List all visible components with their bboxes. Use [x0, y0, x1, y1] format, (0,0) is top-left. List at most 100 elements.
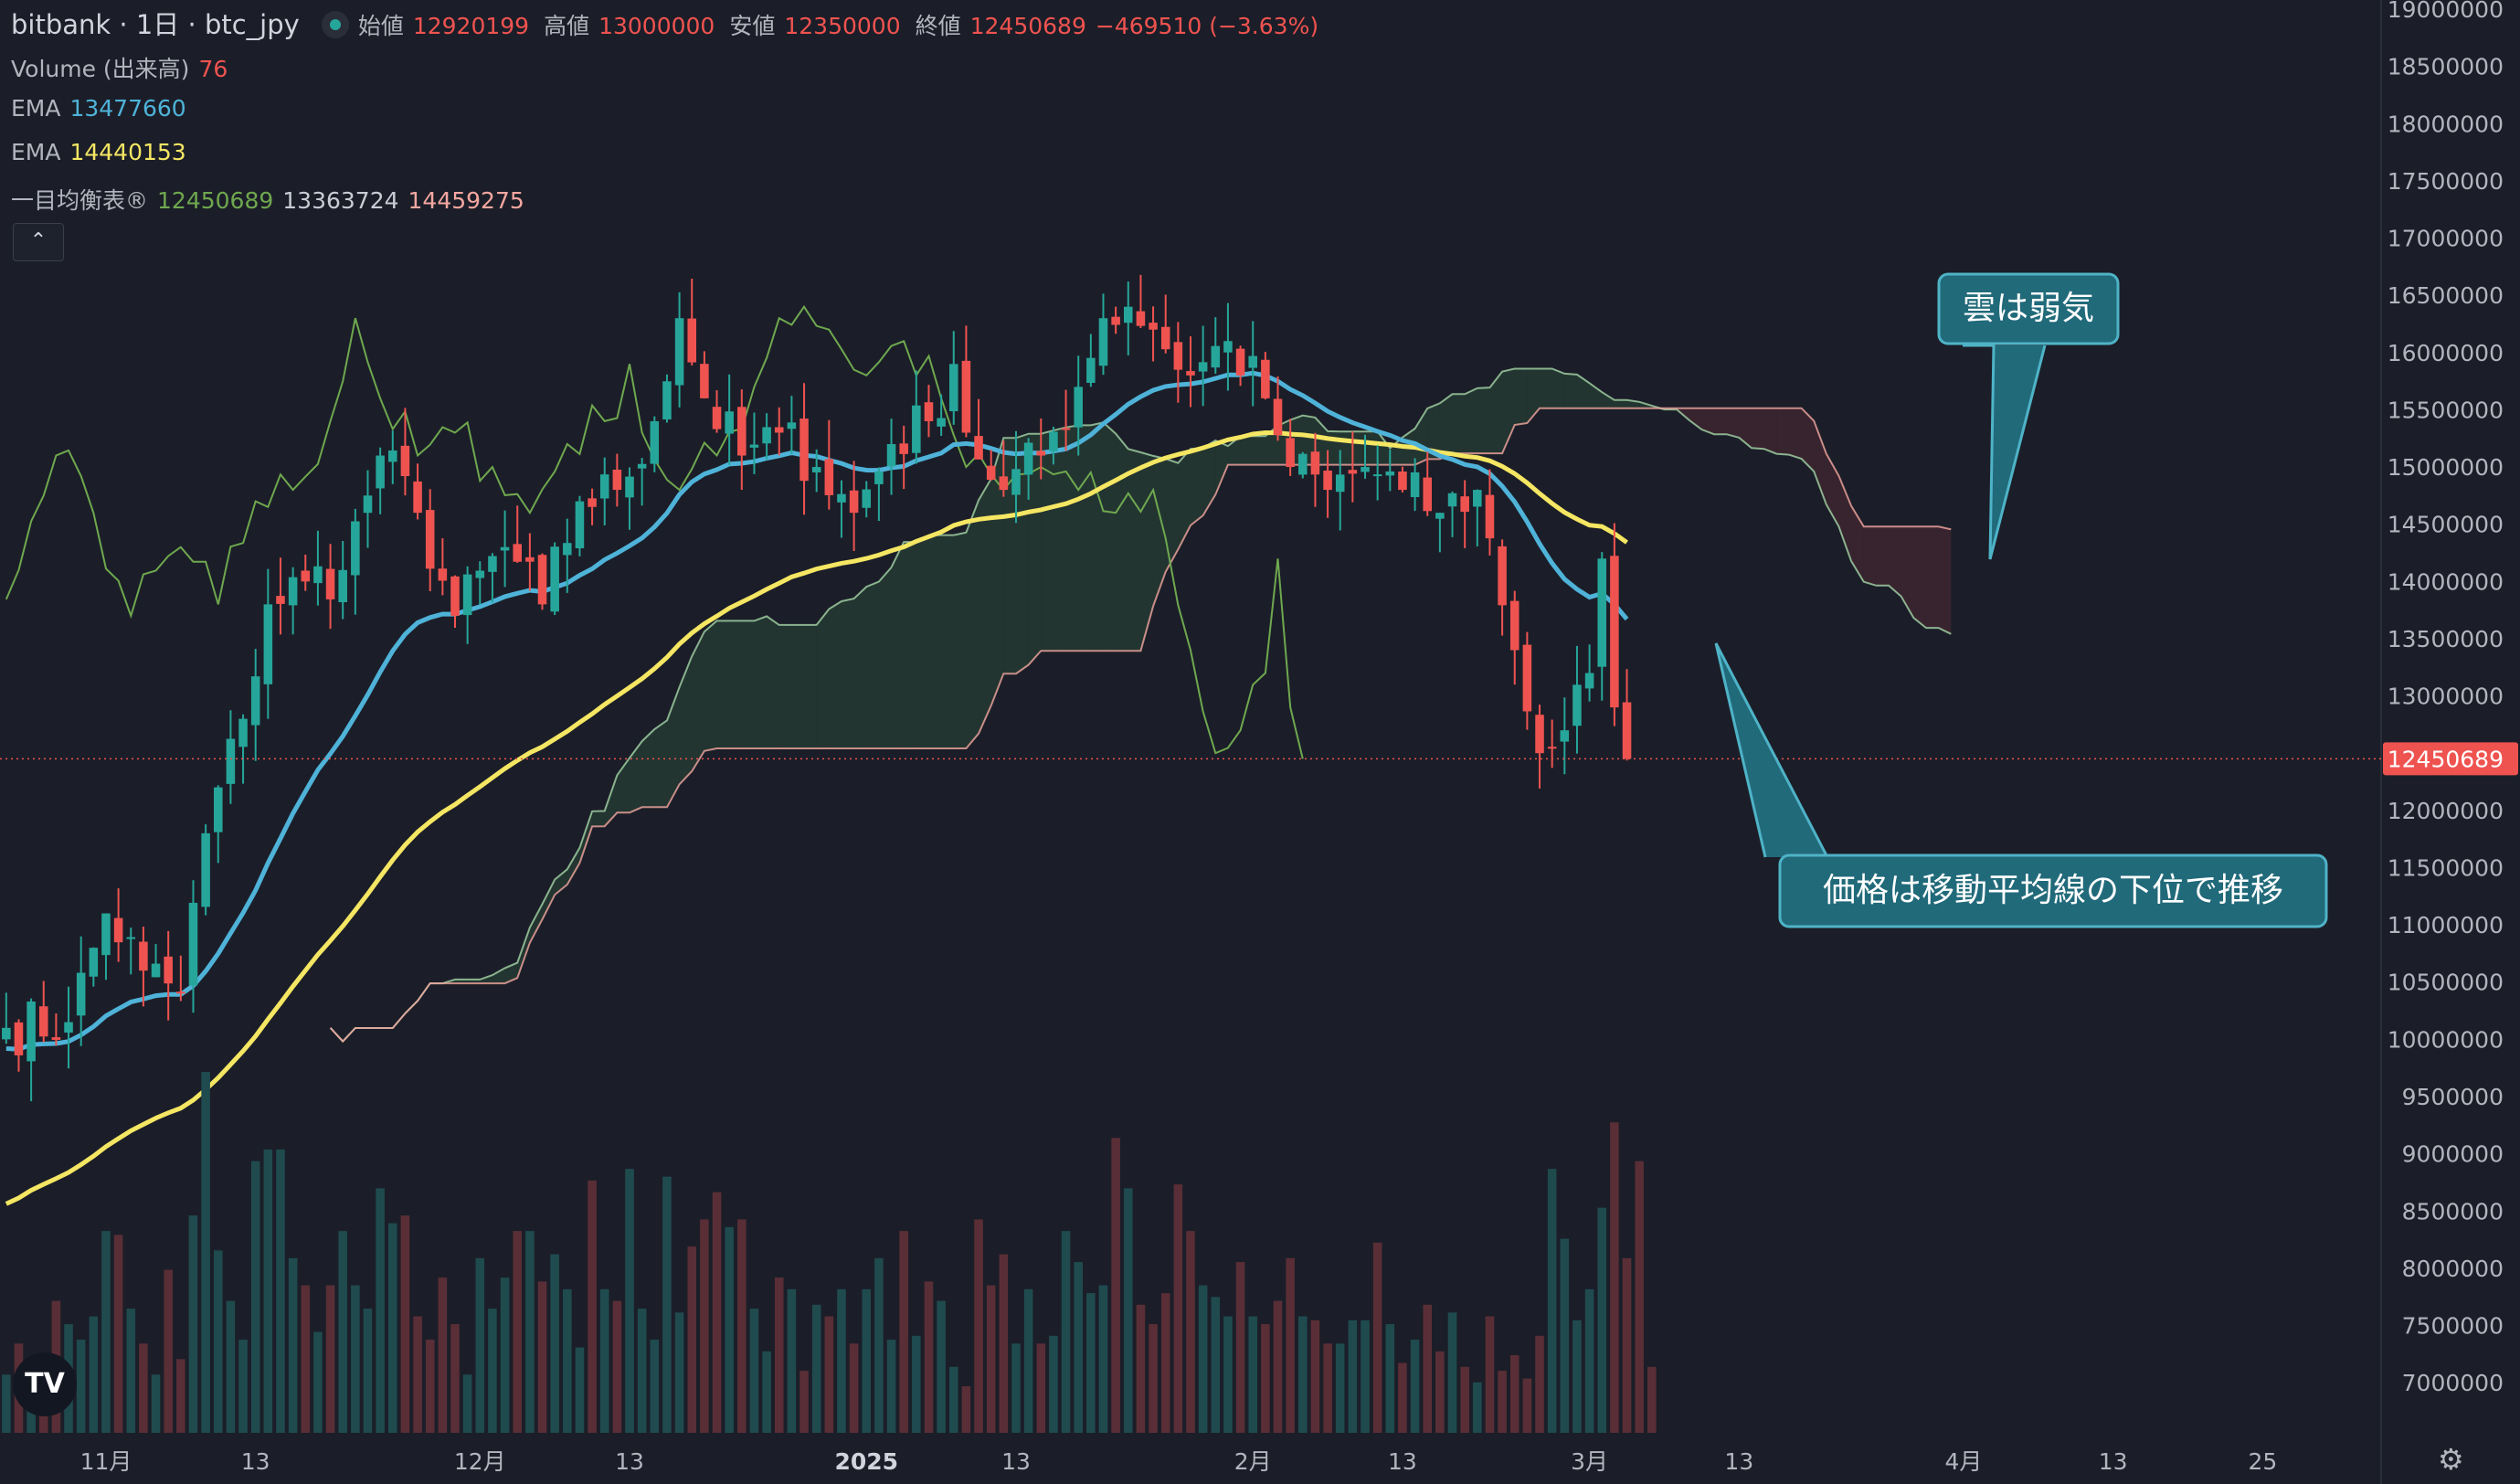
cloud-segment	[1938, 526, 1952, 634]
candle-body	[599, 474, 609, 499]
candle-body	[837, 493, 846, 503]
ichimoku-value-3: 14459275	[408, 187, 524, 214]
last-price-label: 12450689	[2388, 746, 2504, 772]
cloud-segment	[841, 599, 854, 748]
candle-body	[276, 596, 285, 604]
volume-legend[interactable]: Volume (出来高) 76	[11, 51, 237, 84]
volume-bar	[188, 1215, 198, 1433]
volume-bar	[1372, 1242, 1382, 1433]
volume-bar	[338, 1231, 347, 1433]
volume-value: 76	[198, 56, 228, 82]
candle-body	[1136, 311, 1146, 326]
cloud-segment	[928, 535, 942, 748]
volume-bar	[1509, 1355, 1519, 1433]
ichimoku-legend[interactable]: 一目均衡表® 12450689 13363724 14459275	[11, 183, 534, 216]
candle-body	[1098, 318, 1108, 366]
tradingview-logo-icon[interactable]: TV	[13, 1352, 77, 1416]
candle-body	[400, 445, 410, 477]
volume-bar	[1023, 1288, 1033, 1433]
ema1-value: 13477660	[69, 95, 186, 122]
candle-body	[513, 544, 523, 562]
x-tick-label: 13	[1001, 1448, 1031, 1475]
cloud-segment	[1140, 452, 1154, 652]
volume-bar	[1547, 1169, 1557, 1433]
ema2-legend[interactable]: EMA 14440153	[11, 139, 196, 165]
candle-body	[1011, 469, 1021, 495]
settings-gear-icon[interactable]: ⚙	[2438, 1442, 2464, 1477]
candle-body	[1074, 387, 1083, 428]
candle-body	[1372, 474, 1382, 477]
cloud-segment	[1003, 438, 1016, 674]
candle-body	[575, 501, 585, 548]
ema1-legend[interactable]: EMA 13477660	[11, 95, 196, 122]
volume-bar	[937, 1300, 946, 1433]
cloud-segment	[829, 600, 842, 748]
cloud-segment	[1103, 422, 1117, 652]
volume-bar	[737, 1219, 746, 1433]
cloud-segment	[467, 979, 481, 984]
cloud-segment	[1265, 425, 1278, 465]
ichimoku-value-1: 12450689	[157, 187, 274, 214]
cloud-segment	[1763, 408, 1777, 454]
volume-bar	[76, 1340, 86, 1433]
volume-bar	[1398, 1362, 1407, 1433]
volume-bar	[301, 1285, 311, 1433]
y-tick-label: 13000000	[2388, 684, 2504, 710]
cloud-segment	[1240, 436, 1254, 465]
change-value: −469510 (−3.63%)	[1095, 13, 1319, 39]
cloud-segment	[1202, 440, 1216, 516]
volume-bar	[650, 1340, 660, 1433]
cloud-segment	[654, 720, 667, 808]
volume-bar	[413, 1316, 422, 1433]
x-tick-label: 25	[2248, 1448, 2277, 1475]
volume-bar	[811, 1304, 821, 1433]
cloud-segment	[1427, 403, 1440, 460]
volume-bar	[1597, 1207, 1607, 1433]
candle-body	[712, 407, 722, 429]
volume-bar	[1261, 1324, 1270, 1433]
volume-bar	[762, 1351, 771, 1433]
volume-bar	[263, 1149, 273, 1433]
candle-body	[1473, 490, 1482, 507]
x-tick-label: 13	[1388, 1448, 1417, 1475]
volume-bar	[849, 1343, 859, 1433]
cloud-segment	[1801, 408, 1815, 472]
candle-body	[637, 463, 647, 469]
cloud-segment	[1028, 433, 1042, 665]
cloud-segment	[1041, 430, 1054, 652]
candle-body	[862, 489, 872, 508]
ohlc-legend: bitbank · 1日 · btc_jpy 始値 12920199 高値 130000…	[11, 4, 1328, 42]
x-tick-label: 13	[1724, 1448, 1753, 1475]
cloud-segment	[1564, 373, 1577, 408]
candle-body	[1435, 513, 1445, 519]
candle-body	[64, 1022, 73, 1034]
candle-body	[749, 444, 759, 448]
volume-bar	[1136, 1304, 1146, 1433]
candle-body	[76, 972, 86, 1016]
candle-body	[139, 941, 148, 971]
candle-body	[226, 738, 236, 784]
candle-body	[550, 546, 559, 612]
volume-bar	[475, 1257, 485, 1433]
cloud-segment	[1689, 408, 1702, 430]
candle-body	[1198, 362, 1208, 372]
x-tick-label: 12月	[454, 1448, 506, 1475]
candle-body	[89, 948, 99, 977]
collapse-legend-button[interactable]: ⌃	[13, 223, 64, 261]
cloud-segment	[1153, 455, 1166, 607]
volume-bar	[1447, 1312, 1457, 1433]
symbol-title[interactable]: bitbank · 1日 · btc_jpy	[11, 9, 300, 40]
y-tick-label: 16000000	[2388, 340, 2504, 366]
volume-bar	[799, 1371, 809, 1433]
candle-body	[1173, 342, 1183, 370]
candle-body	[151, 963, 161, 978]
cloud-segment	[1814, 420, 1826, 505]
y-tick-label: 15000000	[2388, 454, 2504, 481]
cloud-segment	[990, 438, 1004, 706]
cloud-segment	[816, 609, 830, 748]
candle-body	[1310, 451, 1320, 475]
volume-bar	[250, 1161, 260, 1433]
volume-bar	[1522, 1378, 1532, 1433]
cloud-segment	[555, 869, 567, 896]
